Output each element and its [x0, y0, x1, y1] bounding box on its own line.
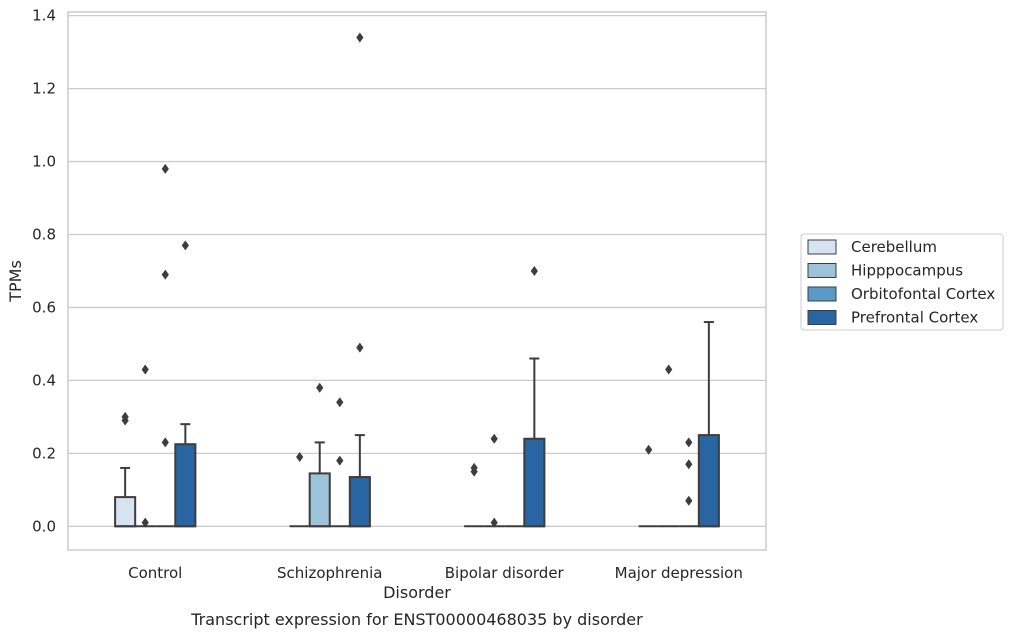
box-prefrontal-cortex: [174, 423, 197, 528]
outlier-point: [161, 163, 169, 174]
boxes: [114, 321, 720, 528]
outlier-point: [685, 459, 693, 470]
legend-item: Orbitofontal Cortex: [807, 285, 995, 303]
box-cerebellum: [114, 466, 137, 528]
x-tick-labels: Control Schizophrenia Bipolar disorder Majo…: [128, 564, 743, 582]
y-tick-labels: 0.0 0.2 0.4 0.6 0.8 1.0 1.2 1.4: [32, 7, 56, 536]
outlier-point: [121, 411, 129, 422]
outlier-point: [470, 462, 478, 473]
outlier-point: [336, 397, 344, 408]
legend-swatch: [807, 286, 837, 302]
chart-caption: Transcript expression for ENST0000046803…: [190, 610, 643, 629]
legend-frame: [800, 233, 1004, 331]
grid-lines: [68, 14, 766, 527]
x-tick-label: Bipolar disorder: [445, 564, 565, 582]
y-tick-label: 0.6: [32, 298, 56, 316]
y-axis-title: TPMs: [6, 260, 25, 303]
legend-swatch: [807, 263, 837, 278]
legend-items: Cerebellum Hipppocampus Orbitofontal Corte…: [807, 238, 995, 327]
x-axis-title: Disorder: [383, 583, 451, 602]
legend-swatch: [807, 239, 837, 255]
y-tick-label: 1.2: [32, 80, 56, 98]
box-prefrontal-cortex: [697, 321, 720, 528]
box-body: [697, 434, 720, 528]
legend-item: Hipppocampus: [807, 262, 963, 280]
outlier-point: [645, 444, 653, 455]
x-tick-label: Schizophrenia: [277, 564, 382, 582]
y-tick-label: 0.4: [32, 371, 56, 389]
box-prefrontal-cortex: [348, 434, 371, 528]
plot-frame: [67, 11, 767, 551]
x-tick-label: Major depression: [615, 564, 743, 582]
legend-swatch: [807, 310, 837, 325]
legend-item: Cerebellum: [807, 238, 937, 256]
outlier-point: [296, 451, 304, 462]
outlier-point: [685, 437, 693, 448]
legend-item: Prefrontal Cortex: [807, 309, 978, 327]
box-body: [308, 472, 331, 528]
legend: Cerebellum Hipppocampus Orbitofontal Corte…: [800, 233, 1004, 331]
outliers: [121, 32, 693, 528]
outlier-point: [161, 269, 169, 280]
outlier-point: [490, 433, 498, 444]
outlier-point: [161, 437, 169, 448]
box-body: [114, 496, 137, 528]
outlier-point: [141, 517, 149, 528]
x-tick-label: Control: [128, 564, 182, 582]
y-tick-label: 0.0: [32, 517, 56, 535]
outlier-point: [141, 364, 149, 375]
box-hipppocampus: [308, 441, 331, 528]
outlier-point: [336, 455, 344, 466]
box-prefrontal-cortex: [523, 357, 546, 528]
legend-label: Prefrontal Cortex: [851, 309, 978, 327]
outlier-point: [665, 364, 673, 375]
legend-label: Orbitofontal Cortex: [851, 285, 995, 303]
y-tick-label: 1.4: [32, 7, 56, 25]
y-tick-label: 1.0: [32, 153, 56, 171]
outlier-point: [356, 342, 364, 353]
outlier-point: [181, 240, 189, 251]
outlier-point: [685, 495, 693, 506]
outlier-point: [316, 382, 324, 393]
outlier-point: [356, 32, 364, 43]
outlier-point: [490, 517, 498, 528]
outlier-point: [530, 265, 538, 276]
legend-label: Hipppocampus: [851, 262, 963, 280]
legend-label: Cerebellum: [851, 238, 937, 256]
box-body: [523, 437, 546, 528]
box-body: [174, 443, 197, 528]
y-tick-label: 0.8: [32, 225, 56, 243]
y-tick-label: 0.2: [32, 444, 56, 462]
box-body: [348, 476, 371, 528]
